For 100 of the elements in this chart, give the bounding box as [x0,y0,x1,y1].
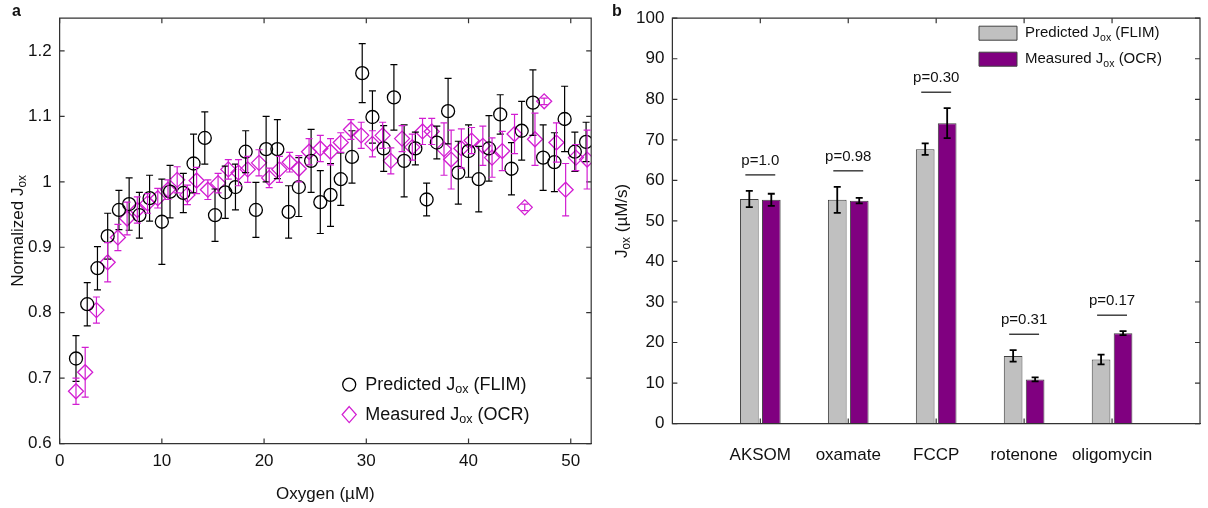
x-tick-label: oxamate [815,445,881,465]
point [300,143,318,160]
y-tick-label: 1 [42,171,52,191]
point [344,149,360,165]
point [567,149,585,166]
y-tick-label: 80 [645,88,665,108]
point [567,144,582,159]
point [188,172,205,189]
y-tick-label: 0.9 [27,236,52,256]
chart-title: b [612,2,622,20]
y-tick-label: 1.1 [27,106,52,126]
point [504,161,519,176]
point [408,141,423,156]
point [353,127,370,144]
point [239,161,256,178]
point [90,261,105,276]
point [483,149,501,166]
point [374,127,391,144]
point [419,192,434,207]
y-tick-label: 50 [645,210,665,230]
y-tick-label: 70 [645,129,665,149]
point [443,151,460,168]
point [80,297,95,312]
point [414,123,431,140]
y-tick-label: 0 [654,413,665,433]
y-tick-label: 0.7 [27,367,52,387]
point [313,194,328,210]
point [67,383,85,400]
point [109,229,127,246]
point [342,121,360,138]
annotation: p=1.0 [741,151,780,169]
point [291,179,306,195]
point [423,123,440,140]
point [365,109,380,125]
x-tick-label: 0 [54,451,65,471]
y-tick-label: 20 [645,332,665,352]
point [281,204,296,220]
point [525,95,541,110]
point [481,141,497,156]
point [176,185,191,201]
point [548,134,565,151]
y-tick-label: 30 [645,291,665,311]
y-tick-label: 1.2 [27,40,52,60]
point [179,186,196,204]
point [122,196,137,212]
point [440,103,456,119]
point [142,191,157,206]
point [238,144,253,159]
point [207,208,223,223]
y-tick-label: 90 [645,48,665,68]
point [332,134,349,151]
point [68,351,84,366]
x-tick-label: 30 [356,451,376,471]
point [536,150,551,165]
point [364,135,381,153]
point [386,90,402,105]
point [393,130,411,147]
point [322,143,339,160]
point [149,190,166,207]
annotation: p=0.30 [913,68,960,86]
point [139,195,156,212]
point [557,181,574,198]
point [333,172,348,187]
point [557,111,572,127]
point [154,214,170,229]
x-tick-label: 10 [152,451,172,471]
point [435,140,453,158]
point [526,131,544,148]
point [199,181,217,198]
annotation: p=0.31 [1000,310,1048,328]
point [404,138,421,156]
point [281,154,298,171]
point [312,140,329,157]
point [506,125,523,143]
point [429,135,444,150]
point [463,132,480,149]
point [547,155,562,170]
point [218,185,233,200]
point [323,187,338,203]
point [376,141,391,156]
point [303,153,319,169]
x-axis-title: Oxygen (µM) [276,483,375,503]
point [578,134,592,150]
y-tick-label: 0.6 [27,433,52,453]
point [228,179,243,195]
point [261,169,278,187]
y-tick-label: 100 [635,7,665,27]
point [471,172,486,187]
x-tick-label: 20 [254,451,274,471]
point [220,161,237,178]
point [494,142,511,160]
point [514,123,529,138]
point [493,107,508,122]
point [230,164,247,181]
point [132,208,147,223]
point [474,137,491,154]
x-tick-label: 40 [459,451,478,471]
x-tick-label: rotenone [990,445,1058,465]
y-tick-label: 60 [645,170,665,190]
point [197,130,212,146]
